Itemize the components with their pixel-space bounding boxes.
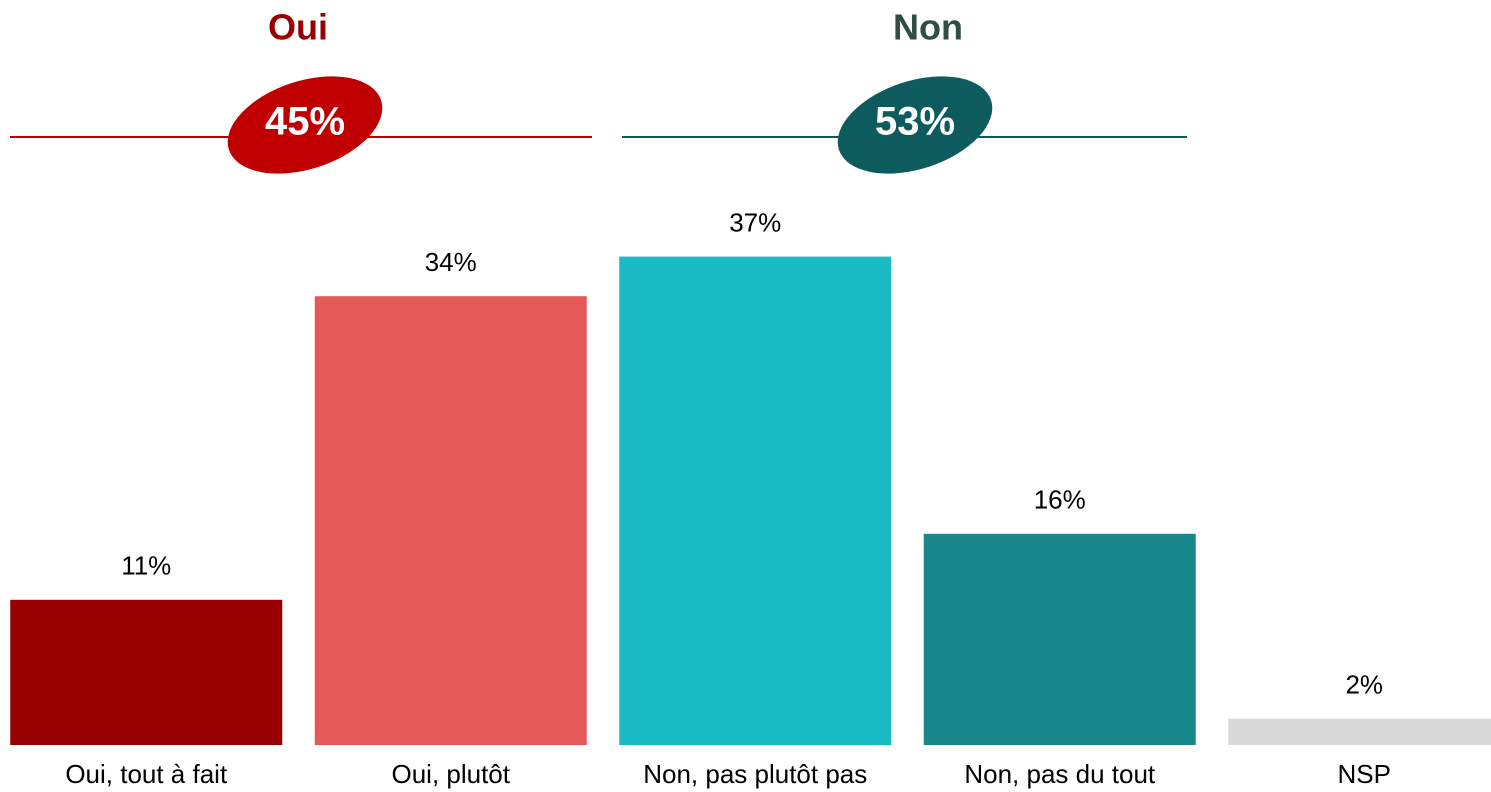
x-tick-label: Oui, tout à fait [65,759,228,789]
bar [10,599,283,745]
value-label: 37% [729,207,781,237]
bar [314,296,587,745]
x-tick-label: NSP [1338,759,1391,789]
value-label: 34% [425,247,477,277]
group-label: Oui [268,7,328,48]
group-badge [837,76,993,174]
group-label: Non [893,7,963,48]
x-tick-label: Non, pas du tout [964,759,1156,789]
x-tick-label: Oui, plutôt [391,759,510,789]
value-label: 11% [121,551,171,581]
bar [1228,718,1491,745]
x-tick-label: Non, pas plutôt pas [643,759,867,789]
group-value: 45% [265,100,345,144]
value-label: 16% [1034,485,1086,515]
bar [923,533,1196,745]
group-badge [227,76,383,174]
group-value: 53% [875,100,955,144]
value-label: 2% [1345,669,1383,699]
bar [619,256,892,745]
